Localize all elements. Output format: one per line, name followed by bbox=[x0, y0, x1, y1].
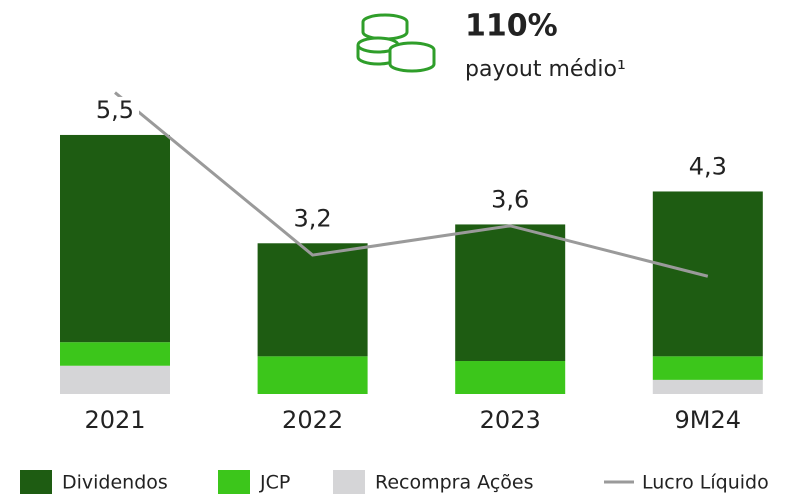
legend-label: Recompra Ações bbox=[375, 472, 534, 494]
legend-swatch bbox=[218, 470, 250, 494]
payout-caption: payout médio¹ bbox=[465, 57, 626, 82]
bar-segment bbox=[652, 379, 763, 394]
bar-segment bbox=[455, 361, 566, 394]
bar-segment bbox=[60, 134, 170, 343]
payout-value: 110% bbox=[465, 9, 558, 44]
coins-icon bbox=[356, 13, 436, 73]
bar-segment bbox=[257, 356, 368, 394]
label-bg bbox=[288, 205, 337, 234]
line bbox=[114, 91, 709, 278]
label-bg bbox=[683, 153, 732, 182]
bar-segment bbox=[652, 356, 763, 380]
x-tick-label: 2022 bbox=[282, 406, 343, 434]
data-label: 3,6 bbox=[491, 185, 529, 213]
x-tick-label: 2021 bbox=[84, 406, 145, 434]
x-tick-label: 9M24 bbox=[675, 406, 742, 434]
legend-label: Dividendos bbox=[62, 472, 168, 494]
legend-swatch bbox=[20, 470, 52, 494]
legend-swatch bbox=[333, 470, 365, 494]
legend-label: JCP bbox=[259, 472, 290, 494]
bar-segment bbox=[652, 191, 763, 357]
bar-segment bbox=[257, 243, 368, 357]
bar-segment bbox=[60, 342, 170, 366]
bar-segment bbox=[455, 224, 566, 362]
label-bg bbox=[91, 96, 139, 125]
legend-label: Lucro Líquido bbox=[642, 472, 769, 494]
bar-segment bbox=[60, 365, 170, 394]
data-label: 4,3 bbox=[689, 152, 727, 180]
data-label: 3,2 bbox=[294, 204, 332, 232]
data-label: 5,5 bbox=[96, 96, 134, 124]
label-bg bbox=[486, 186, 535, 215]
x-tick-label: 2023 bbox=[480, 406, 541, 434]
